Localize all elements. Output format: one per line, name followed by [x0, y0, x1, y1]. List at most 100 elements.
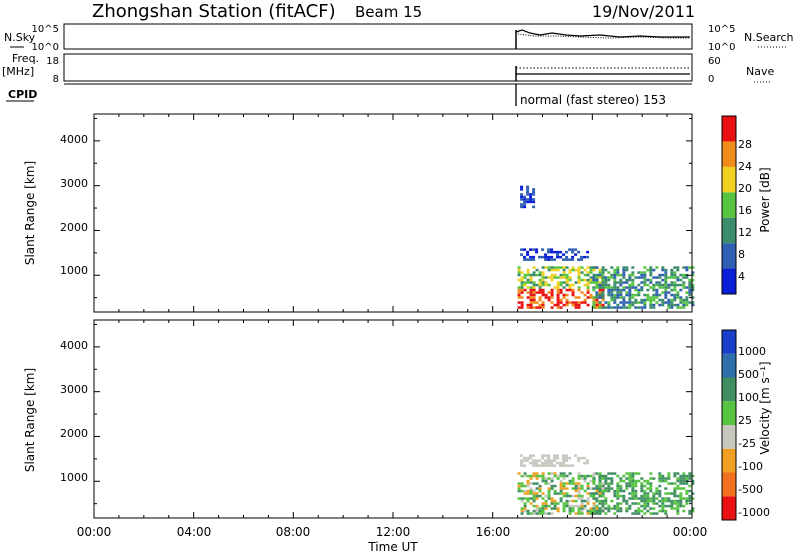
echo-cell	[562, 487, 566, 490]
echo-cell	[646, 504, 650, 508]
echo-cell	[604, 286, 608, 289]
echo-cell	[673, 293, 677, 297]
echo-cell	[595, 291, 599, 294]
echo-cell	[568, 482, 572, 485]
echo-cell	[673, 266, 677, 269]
echo-cell	[598, 281, 602, 284]
echo-cell	[679, 301, 683, 304]
echo-cell	[598, 286, 602, 289]
echo-cell	[667, 291, 671, 294]
echo-cell	[592, 512, 596, 515]
echo-cell	[541, 276, 545, 279]
echo-cell	[685, 492, 689, 495]
echo-cell	[586, 482, 590, 485]
echo-cell	[529, 281, 533, 284]
echo-cell	[655, 497, 659, 500]
echo-cell	[688, 494, 692, 498]
cpid-mode-label: normal (fast stereo) 153	[520, 93, 666, 107]
echo-cell	[559, 487, 563, 490]
echo-cell	[604, 497, 608, 500]
echo-cell	[607, 487, 611, 490]
echo-cell	[574, 504, 578, 508]
echo-cell	[568, 283, 572, 287]
echo-cell	[547, 461, 551, 465]
echo-cell	[565, 474, 569, 478]
echo-cell	[520, 291, 524, 294]
echo-cell	[604, 499, 608, 503]
echo-cell	[565, 502, 569, 505]
echo-cell	[607, 477, 611, 480]
echo-cell	[643, 298, 647, 302]
echo-cell	[559, 283, 563, 287]
echo-cell	[568, 464, 572, 467]
echo-cell	[631, 286, 635, 289]
echo-cell	[670, 502, 674, 505]
echo-cell	[616, 484, 620, 488]
echo-cell	[658, 494, 662, 498]
velocity-colorbar-label: Velocity [m s⁻¹]	[758, 361, 772, 454]
echo-cell	[532, 298, 536, 302]
echo-cell	[595, 281, 599, 284]
echo-cell	[628, 298, 632, 302]
xtick-0800: 08:00	[276, 525, 311, 539]
echo-cell	[601, 504, 605, 508]
echo-cell	[535, 487, 539, 490]
echo-cell	[595, 278, 599, 282]
echo-cell	[673, 281, 677, 284]
echo-cell	[607, 482, 611, 485]
echo-cell	[652, 306, 656, 309]
echo-cell	[565, 494, 569, 498]
echo-cell	[607, 286, 611, 289]
echo-cell	[595, 487, 599, 490]
echo-cell	[664, 512, 668, 515]
echo-cell	[577, 268, 581, 272]
echo-cell	[676, 487, 680, 490]
echo-cell	[526, 200, 530, 204]
echo-cell	[688, 512, 692, 515]
echo-cell	[529, 489, 533, 493]
noise-ytick-top-right: 10^5	[708, 24, 735, 35]
echo-cell	[529, 200, 533, 204]
echo-cell	[559, 461, 563, 465]
echo-cell	[535, 482, 539, 485]
echo-cell	[601, 266, 605, 269]
echo-cell	[520, 276, 524, 279]
echo-cell	[586, 474, 590, 478]
echo-cell	[676, 477, 680, 480]
echo-cell	[589, 492, 593, 495]
echo-cell	[553, 504, 557, 508]
echo-cell	[661, 278, 665, 282]
echo-cell	[661, 502, 665, 505]
echo-cell	[655, 291, 659, 294]
echo-cell	[631, 497, 635, 500]
echo-cell	[610, 479, 614, 483]
echo-cell	[628, 507, 632, 510]
echo-cell	[679, 482, 683, 485]
vel-cbar-tick-5: -100	[738, 460, 763, 473]
echo-cell	[673, 286, 677, 289]
echo-cell	[616, 504, 620, 508]
echo-cell	[535, 477, 539, 480]
echo-cell	[616, 509, 620, 513]
echo-cell	[691, 474, 695, 478]
echo-cell	[634, 509, 638, 513]
echo-cell	[691, 286, 695, 289]
echo-cell	[625, 502, 629, 505]
echo-cell	[688, 509, 692, 513]
echo-cell	[601, 268, 605, 272]
echo-cell	[625, 266, 629, 269]
echo-cell	[676, 484, 680, 488]
echo-cell	[670, 273, 674, 277]
echo-cell	[538, 507, 542, 510]
echo-cell	[643, 276, 647, 279]
echo-cell	[550, 248, 554, 251]
echo-cell	[529, 512, 533, 515]
echo-cell	[658, 276, 662, 279]
echo-cell	[523, 464, 527, 467]
echo-cell	[538, 281, 542, 284]
echo-cell	[547, 482, 551, 485]
echo-cell	[604, 301, 608, 304]
echo-cell	[670, 301, 674, 304]
echo-cell	[556, 477, 560, 480]
echo-cell	[673, 276, 677, 279]
